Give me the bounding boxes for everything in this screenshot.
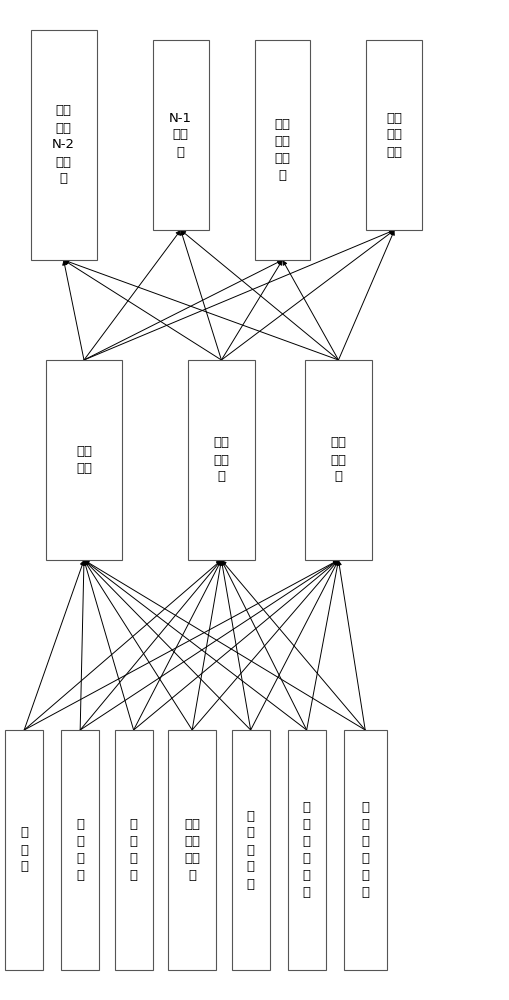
Bar [115,730,153,970]
Bar [288,730,326,970]
Text: 平
均
停
电
时
间: 平 均 停 电 时 间 [303,801,310,899]
Bar [366,40,422,230]
Text: 平
均
停
电
次
数: 平 均 停 电 次 数 [361,801,369,899]
Bar [305,360,372,560]
Text: 线
损
率: 线 损 率 [20,826,28,874]
Bar [188,360,254,560]
Bar [61,730,99,970]
Text: N-1
通过
率: N-1 通过 率 [169,111,192,158]
Text: 主要
断面
N-2
通过
率: 主要 断面 N-2 通过 率 [52,104,75,186]
Bar [153,40,209,230]
Text: 供
电
可
靠
率: 供 电 可 靠 率 [247,810,254,890]
Text: 短路
电流: 短路 电流 [76,445,92,475]
Bar [31,30,97,260]
Bar [46,360,122,560]
Bar [168,730,216,970]
Text: 谐波
合格
率: 谐波 合格 率 [330,436,347,484]
Text: 功率
因素
合格
率: 功率 因素 合格 率 [274,118,291,182]
Text: 母线
电压
合格
率: 母线 电压 合格 率 [184,818,200,882]
Bar [254,40,310,260]
Bar [5,730,43,970]
Bar [344,730,387,970]
Text: 频率
合格
率: 频率 合格 率 [213,436,230,484]
Text: 平均
供电
半径: 平均 供电 半径 [386,111,403,158]
Bar [232,730,270,970]
Text: 稳
定
限
额: 稳 定 限 额 [130,818,137,882]
Text: 增
供
电
力: 增 供 电 力 [76,818,84,882]
